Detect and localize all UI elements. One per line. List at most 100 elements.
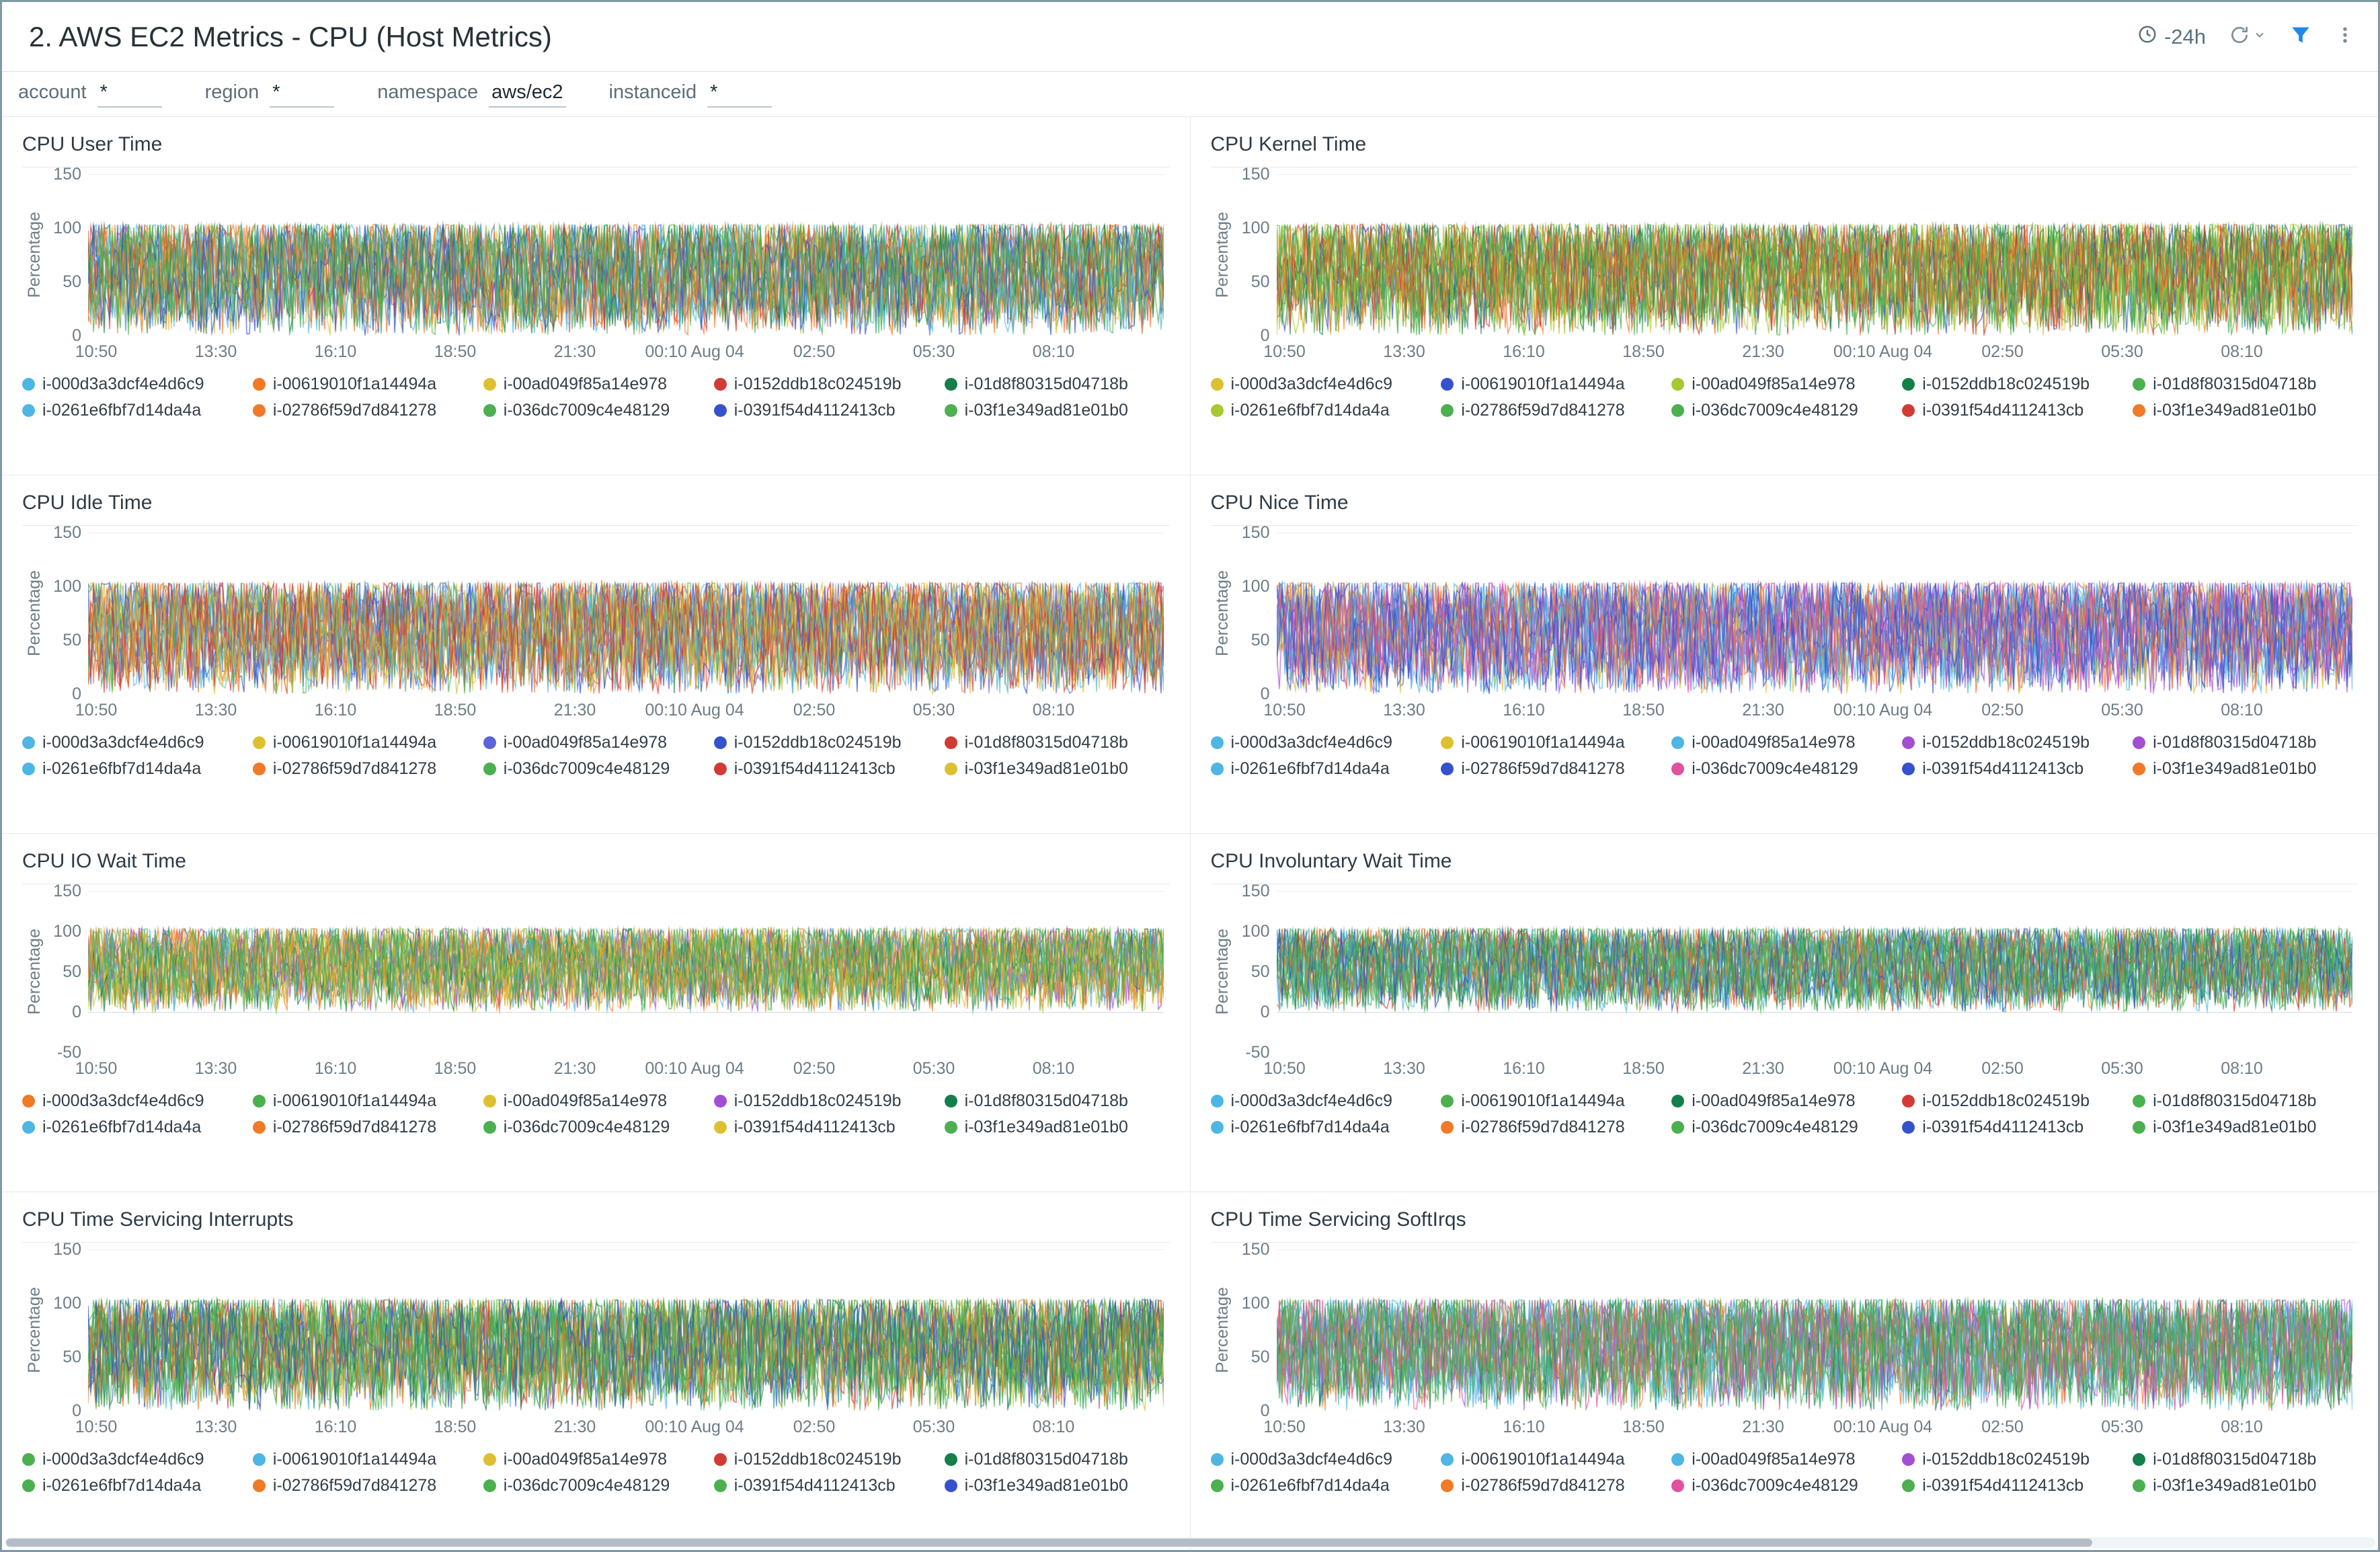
- chart-plot[interactable]: [1276, 891, 2352, 1052]
- legend-item[interactable]: i-0152ddb18c024519b: [713, 375, 939, 394]
- chart-plot[interactable]: [88, 1249, 1164, 1411]
- legend-item[interactable]: i-0152ddb18c024519b: [713, 733, 939, 752]
- filter-input-instanceid[interactable]: *: [707, 81, 772, 108]
- legend-item[interactable]: i-01d8f80315d04718b: [2133, 733, 2358, 752]
- legend-item[interactable]: i-03f1e349ad81e01b0: [2133, 401, 2358, 420]
- legend-item[interactable]: i-00619010f1a14494a: [1441, 1091, 1666, 1111]
- legend-item[interactable]: i-000d3a3dcf4e4d6c9: [1210, 733, 1436, 752]
- chart-plot[interactable]: [88, 533, 1164, 694]
- legend-item[interactable]: i-01d8f80315d04718b: [2133, 1091, 2358, 1111]
- refresh-button[interactable]: [2229, 24, 2266, 49]
- chart-plot[interactable]: [1276, 533, 2352, 694]
- legend-item[interactable]: i-0152ddb18c024519b: [1902, 1450, 2127, 1469]
- legend-item[interactable]: i-01d8f80315d04718b: [944, 375, 1170, 394]
- chart-plot[interactable]: [88, 174, 1164, 336]
- legend-item[interactable]: i-000d3a3dcf4e4d6c9: [1210, 375, 1436, 394]
- legend-item[interactable]: i-0391f54d4112413cb: [1902, 759, 2127, 779]
- legend-item[interactable]: i-00619010f1a14494a: [252, 375, 478, 394]
- legend-item[interactable]: i-03f1e349ad81e01b0: [2133, 1118, 2358, 1137]
- legend-item[interactable]: i-036dc7009c4e48129: [1671, 1476, 1897, 1496]
- legend-item[interactable]: i-000d3a3dcf4e4d6c9: [22, 1450, 247, 1469]
- legend-item[interactable]: i-00619010f1a14494a: [1441, 1450, 1666, 1469]
- filter-input-region[interactable]: *: [270, 81, 335, 108]
- legend-item[interactable]: i-000d3a3dcf4e4d6c9: [1210, 1091, 1436, 1111]
- legend-item[interactable]: i-03f1e349ad81e01b0: [2133, 1476, 2358, 1496]
- chart-canvas[interactable]: [88, 533, 1164, 694]
- legend-item[interactable]: i-00619010f1a14494a: [1441, 375, 1666, 394]
- legend-item[interactable]: i-03f1e349ad81e01b0: [2133, 759, 2358, 779]
- legend-item[interactable]: i-0152ddb18c024519b: [713, 1091, 939, 1111]
- legend-item[interactable]: i-036dc7009c4e48129: [483, 401, 709, 420]
- chart-canvas[interactable]: [1276, 1249, 2352, 1411]
- legend-item[interactable]: i-00ad049f85a14e978: [483, 1091, 709, 1111]
- legend-item[interactable]: i-03f1e349ad81e01b0: [944, 1118, 1170, 1137]
- legend-item[interactable]: i-03f1e349ad81e01b0: [944, 759, 1170, 779]
- horizontal-scrollbar[interactable]: [5, 1537, 2375, 1548]
- legend-item[interactable]: i-000d3a3dcf4e4d6c9: [22, 375, 247, 394]
- chart-canvas[interactable]: [1276, 891, 2352, 1052]
- legend-item[interactable]: i-01d8f80315d04718b: [2133, 1450, 2358, 1469]
- legend-item[interactable]: i-036dc7009c4e48129: [483, 759, 709, 779]
- legend-item[interactable]: i-02786f59d7d841278: [1441, 401, 1666, 420]
- legend-item[interactable]: i-0261e6fbf7d14da4a: [1210, 1118, 1436, 1137]
- chart-plot[interactable]: [1276, 1249, 2352, 1411]
- horizontal-scrollbar-thumb[interactable]: [6, 1539, 2092, 1547]
- chart-plot[interactable]: [1276, 174, 2352, 336]
- chart-plot[interactable]: [88, 891, 1164, 1052]
- legend-item[interactable]: i-00ad049f85a14e978: [1671, 375, 1897, 394]
- legend-item[interactable]: i-02786f59d7d841278: [1441, 1476, 1666, 1496]
- legend-item[interactable]: i-00ad049f85a14e978: [483, 733, 709, 752]
- legend-item[interactable]: i-036dc7009c4e48129: [483, 1118, 709, 1137]
- filter-input-namespace[interactable]: aws/ec2: [489, 81, 566, 108]
- legend-item[interactable]: i-02786f59d7d841278: [252, 1476, 478, 1496]
- legend-item[interactable]: i-02786f59d7d841278: [1441, 759, 1666, 779]
- legend-item[interactable]: i-00619010f1a14494a: [252, 733, 478, 752]
- legend-item[interactable]: i-036dc7009c4e48129: [483, 1476, 709, 1496]
- legend-item[interactable]: i-0391f54d4112413cb: [713, 1476, 939, 1496]
- legend-item[interactable]: i-01d8f80315d04718b: [944, 1450, 1170, 1469]
- kebab-menu-button[interactable]: [2335, 24, 2355, 50]
- legend-item[interactable]: i-0261e6fbf7d14da4a: [1210, 401, 1436, 420]
- legend-item[interactable]: i-000d3a3dcf4e4d6c9: [22, 733, 247, 752]
- legend-item[interactable]: i-0391f54d4112413cb: [1902, 401, 2127, 420]
- legend-item[interactable]: i-00ad049f85a14e978: [483, 375, 709, 394]
- legend-item[interactable]: i-02786f59d7d841278: [252, 401, 478, 420]
- legend-item[interactable]: i-0391f54d4112413cb: [713, 1118, 939, 1137]
- chart-canvas[interactable]: [88, 174, 1164, 336]
- legend-item[interactable]: i-0261e6fbf7d14da4a: [1210, 759, 1436, 779]
- legend-item[interactable]: i-00619010f1a14494a: [252, 1450, 478, 1469]
- legend-item[interactable]: i-0152ddb18c024519b: [1902, 375, 2127, 394]
- legend-item[interactable]: i-0261e6fbf7d14da4a: [22, 401, 247, 420]
- legend-item[interactable]: i-0391f54d4112413cb: [713, 401, 939, 420]
- legend-item[interactable]: i-0261e6fbf7d14da4a: [1210, 1476, 1436, 1496]
- legend-item[interactable]: i-0152ddb18c024519b: [713, 1450, 939, 1469]
- legend-item[interactable]: i-00ad049f85a14e978: [1671, 1450, 1897, 1469]
- legend-item[interactable]: i-00ad049f85a14e978: [1671, 1091, 1897, 1111]
- legend-item[interactable]: i-0391f54d4112413cb: [1902, 1476, 2127, 1496]
- legend-item[interactable]: i-00619010f1a14494a: [252, 1091, 478, 1111]
- chart-canvas[interactable]: [88, 891, 1164, 1052]
- legend-item[interactable]: i-03f1e349ad81e01b0: [944, 401, 1170, 420]
- legend-item[interactable]: i-0152ddb18c024519b: [1902, 733, 2127, 752]
- legend-item[interactable]: i-000d3a3dcf4e4d6c9: [22, 1091, 247, 1111]
- legend-item[interactable]: i-0152ddb18c024519b: [1902, 1091, 2127, 1111]
- legend-item[interactable]: i-01d8f80315d04718b: [944, 1091, 1170, 1111]
- legend-item[interactable]: i-0391f54d4112413cb: [1902, 1118, 2127, 1137]
- legend-item[interactable]: i-036dc7009c4e48129: [1671, 1118, 1897, 1137]
- legend-item[interactable]: i-0261e6fbf7d14da4a: [22, 759, 247, 779]
- legend-item[interactable]: i-02786f59d7d841278: [252, 1118, 478, 1137]
- legend-item[interactable]: i-01d8f80315d04718b: [2133, 375, 2358, 394]
- filter-button[interactable]: [2289, 24, 2312, 50]
- legend-item[interactable]: i-0261e6fbf7d14da4a: [22, 1476, 247, 1496]
- chart-canvas[interactable]: [88, 1249, 1164, 1411]
- legend-item[interactable]: i-00619010f1a14494a: [1441, 733, 1666, 752]
- legend-item[interactable]: i-02786f59d7d841278: [1441, 1118, 1666, 1137]
- legend-item[interactable]: i-00ad049f85a14e978: [1671, 733, 1897, 752]
- legend-item[interactable]: i-0261e6fbf7d14da4a: [22, 1118, 247, 1137]
- legend-item[interactable]: i-0391f54d4112413cb: [713, 759, 939, 779]
- legend-item[interactable]: i-03f1e349ad81e01b0: [944, 1476, 1170, 1496]
- time-range-button[interactable]: -24h: [2137, 24, 2206, 50]
- filter-input-account[interactable]: *: [97, 81, 162, 108]
- chart-canvas[interactable]: [1276, 533, 2352, 694]
- legend-item[interactable]: i-036dc7009c4e48129: [1671, 759, 1897, 779]
